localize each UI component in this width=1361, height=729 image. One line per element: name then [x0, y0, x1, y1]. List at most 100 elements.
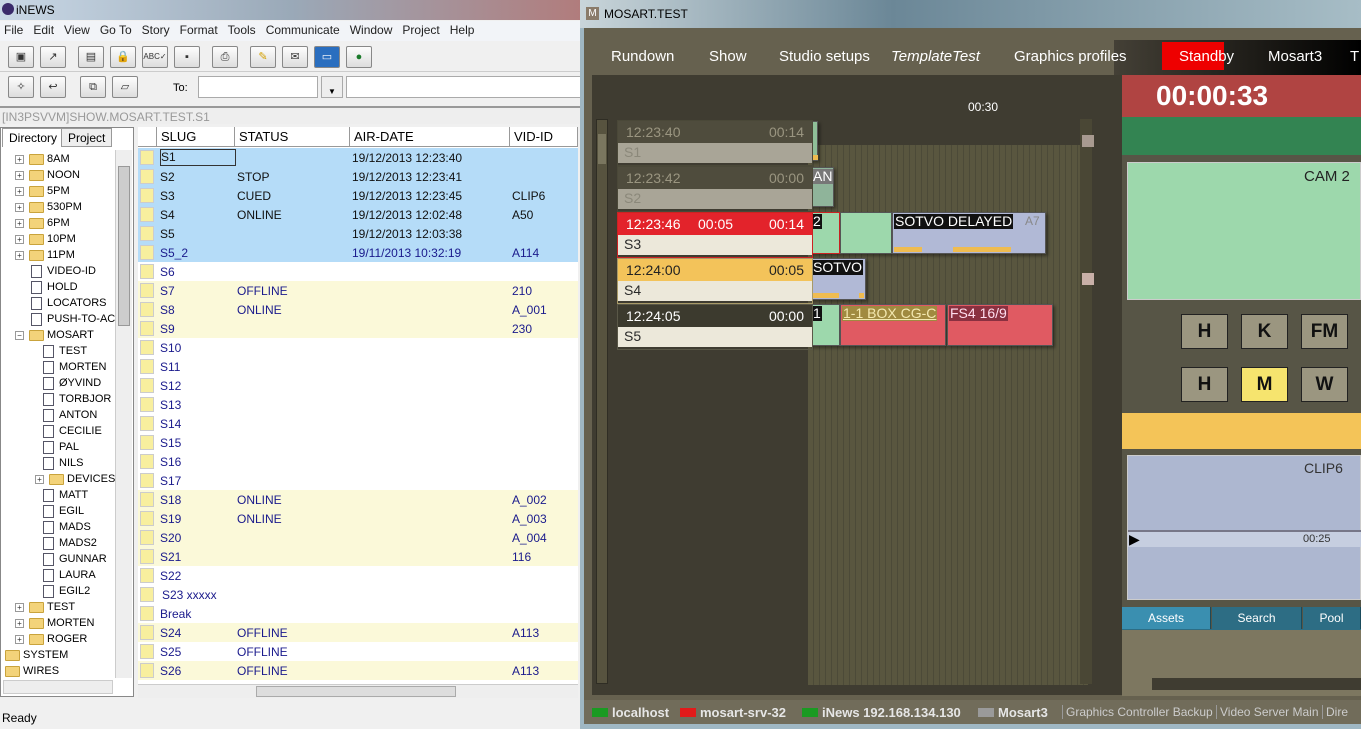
table-row[interactable]: S20 A_004: [138, 528, 578, 547]
table-row[interactable]: S18 ONLINE A_002: [138, 490, 578, 509]
menu-mosart3[interactable]: Mosart3: [1268, 48, 1323, 65]
table-row[interactable]: S16: [138, 452, 578, 471]
expand-icon[interactable]: +: [15, 251, 24, 260]
lock-story-icon[interactable]: 🔒: [110, 46, 136, 68]
assets-scrollbar[interactable]: [1152, 678, 1361, 690]
tree-item[interactable]: PUSH-TO-ACT: [1, 312, 116, 328]
table-row[interactable]: S25 OFFLINE: [138, 642, 578, 661]
table-row[interactable]: S7 OFFLINE 210: [138, 281, 578, 300]
collapse-icon[interactable]: −: [15, 331, 24, 340]
tree-item[interactable]: + TEST: [1, 600, 116, 616]
tree-item[interactable]: + NOON: [1, 168, 116, 184]
table-row[interactable]: S9 230: [138, 319, 578, 338]
macro-button-k[interactable]: K: [1241, 314, 1288, 349]
cell-slug[interactable]: S12: [160, 379, 182, 393]
to-input[interactable]: [198, 76, 318, 98]
table-row[interactable]: S2 STOP 19/12/2013 12:23:41: [138, 167, 578, 186]
directory-scrollbar[interactable]: [115, 150, 132, 678]
tree-item[interactable]: +5PM: [1, 184, 116, 200]
cell-slug[interactable]: S22: [160, 569, 182, 583]
row-flag[interactable]: [140, 568, 154, 583]
cell-slug[interactable]: S21: [160, 550, 182, 564]
expand-icon[interactable]: +: [35, 475, 44, 484]
row-flag[interactable]: [140, 378, 154, 393]
table-row[interactable]: S10: [138, 338, 578, 357]
cell-slug[interactable]: S10: [160, 341, 182, 355]
table-row[interactable]: S5_2 19/11/2013 10:32:19 A114: [138, 243, 578, 262]
tree-item[interactable]: MADS: [1, 520, 116, 536]
expand-icon[interactable]: +: [15, 155, 24, 164]
menu-graphics-profiles[interactable]: Graphics profiles: [1014, 48, 1127, 65]
row-flag[interactable]: [140, 226, 154, 241]
print-icon[interactable]: ⎙: [212, 46, 238, 68]
tree-item[interactable]: LOCATORS: [1, 296, 116, 312]
menu-rundown[interactable]: Rundown: [611, 48, 675, 65]
cell-slug[interactable]: S19: [160, 512, 182, 526]
tree-item[interactable]: HOLD: [1, 280, 116, 296]
cell-slug[interactable]: S2: [160, 170, 175, 184]
row-flag[interactable]: [140, 150, 154, 165]
menu-window[interactable]: Window: [349, 23, 393, 37]
tree-item[interactable]: + MORTEN: [1, 616, 116, 632]
cell-slug[interactable]: S13: [160, 398, 182, 412]
scroll-thumb[interactable]: [598, 134, 606, 164]
row-flag[interactable]: [140, 435, 154, 450]
menu-communicate[interactable]: Communicate: [265, 23, 340, 37]
menu-edit[interactable]: Edit: [33, 23, 55, 37]
macro-button-m[interactable]: M: [1241, 367, 1288, 402]
table-row[interactable]: S8 ONLINE A_001: [138, 300, 578, 319]
cell-slug[interactable]: S6: [160, 265, 175, 279]
tree-item[interactable]: +530PM: [1, 200, 116, 216]
s5-fs-item[interactable]: FS4 16/9: [947, 304, 1053, 346]
tree-item[interactable]: ANTON: [1, 408, 116, 424]
table-row[interactable]: S23 xxxxx: [138, 585, 578, 604]
new-story-icon[interactable]: ▤: [78, 46, 104, 68]
row-flag[interactable]: [140, 264, 154, 279]
tree-item[interactable]: + DEVICES: [1, 472, 116, 488]
tree-item[interactable]: ØYVIND: [1, 376, 116, 392]
tree-item[interactable]: +8AM: [1, 152, 116, 168]
rundown-story[interactable]: 12:24:00 00:05 S4: [617, 258, 813, 304]
expand-icon[interactable]: +: [15, 171, 24, 180]
row-flag[interactable]: [140, 340, 154, 355]
row-flag[interactable]: [140, 606, 154, 621]
cell-slug[interactable]: S8: [160, 303, 175, 317]
cell-slug[interactable]: S7: [160, 284, 175, 298]
row-flag[interactable]: [140, 587, 154, 602]
row-flag[interactable]: [140, 302, 154, 317]
tree-item[interactable]: WIRES: [1, 664, 116, 680]
tree-item[interactable]: PAL: [1, 440, 116, 456]
tree-item[interactable]: SYSTEM: [1, 648, 116, 664]
table-row[interactable]: S26 OFFLINE A113: [138, 661, 578, 680]
table-row[interactable]: S1 19/12/2013 12:23:40: [138, 148, 578, 167]
row-flag[interactable]: [140, 530, 154, 545]
table-row[interactable]: S19 ONLINE A_003: [138, 509, 578, 528]
open-queue-icon[interactable]: ▣: [8, 46, 34, 68]
row-flag[interactable]: [140, 549, 154, 564]
save-icon[interactable]: ▪: [174, 46, 200, 68]
row-flag[interactable]: [140, 397, 154, 412]
expand-icon[interactable]: +: [15, 187, 24, 196]
cell-slug[interactable]: S24: [160, 626, 182, 640]
message-icon[interactable]: ▭: [314, 46, 340, 68]
rundown-story[interactable]: 12:23:40 00:14 S1: [617, 120, 813, 166]
clip-progress[interactable]: ▶ 00:25: [1128, 530, 1361, 547]
menu-file[interactable]: File: [4, 23, 24, 37]
row-flag[interactable]: [140, 454, 154, 469]
cell-slug[interactable]: S20: [160, 531, 182, 545]
menu-template-test[interactable]: TemplateTest: [891, 48, 980, 65]
row-flag[interactable]: [140, 473, 154, 488]
tree-item[interactable]: TORBJOR: [1, 392, 116, 408]
menu-format[interactable]: Format: [179, 23, 218, 37]
cell-slug[interactable]: S15: [160, 436, 182, 450]
s3-clip-item[interactable]: SOTVO DELAYED A7: [892, 212, 1046, 254]
scroll-thumb[interactable]: [256, 686, 456, 697]
cell-slug[interactable]: S18: [160, 493, 182, 507]
send-icon[interactable]: ▱: [112, 76, 138, 98]
new-message-icon[interactable]: ✧: [8, 76, 34, 98]
tab-assets[interactable]: Assets: [1122, 607, 1211, 629]
col-status[interactable]: STATUS: [235, 127, 350, 147]
expand-icon[interactable]: +: [15, 603, 24, 612]
menu-go-to[interactable]: Go To: [99, 23, 132, 37]
rundown-hscrollbar[interactable]: [138, 684, 578, 698]
